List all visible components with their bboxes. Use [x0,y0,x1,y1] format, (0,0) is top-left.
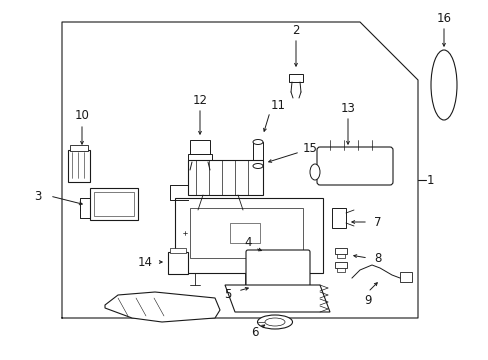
Text: 15: 15 [302,141,317,154]
Text: 5: 5 [224,288,231,302]
Bar [334,248,346,254]
Bar [252,142,263,166]
Bar [331,208,346,228]
Bar [279,260,287,278]
Text: 10: 10 [74,108,89,122]
Text: 4: 4 [244,235,251,248]
Text: 1: 1 [426,174,433,186]
Bar [190,208,303,258]
Ellipse shape [309,164,319,180]
Text: 2: 2 [292,23,299,36]
FancyBboxPatch shape [316,147,392,185]
Bar [70,145,88,151]
Bar [265,260,274,278]
Ellipse shape [257,315,292,329]
Ellipse shape [252,163,263,168]
Ellipse shape [252,140,263,144]
Bar [175,198,323,273]
Bar [229,223,260,243]
Bar [187,160,263,195]
Polygon shape [105,292,220,322]
Text: 6: 6 [251,325,258,338]
Bar [187,154,212,162]
Text: 8: 8 [373,252,381,265]
Bar [190,140,209,154]
Text: 16: 16 [436,12,450,24]
Bar [94,192,134,216]
Text: 14: 14 [137,256,152,269]
Bar [336,254,345,258]
Ellipse shape [430,50,456,120]
Bar [291,260,301,278]
Bar [68,150,90,182]
Text: 7: 7 [373,216,381,229]
Bar [399,272,411,282]
Bar [168,252,187,274]
Text: 3: 3 [34,189,41,202]
Bar [334,262,346,268]
Text: 12: 12 [192,94,207,107]
Bar [336,268,345,272]
Text: 11: 11 [270,99,285,112]
Bar [252,260,262,278]
Text: 9: 9 [364,293,371,306]
Bar [170,248,185,253]
Polygon shape [224,285,329,312]
Text: 13: 13 [340,102,355,114]
Bar [90,188,138,220]
FancyBboxPatch shape [245,250,309,289]
Ellipse shape [264,318,285,326]
Bar [288,74,303,82]
